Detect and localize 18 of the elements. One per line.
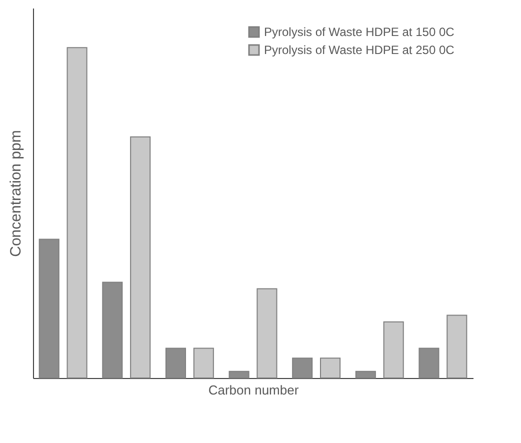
legend-label: Pyrolysis of Waste HDPE at 150 0C — [264, 25, 455, 39]
bar — [193, 348, 214, 378]
bar — [355, 370, 376, 378]
y-axis-title: Concentration ppm — [8, 130, 24, 257]
bar — [256, 288, 278, 378]
legend-label: Pyrolysis of Waste HDPE at 250 0C — [264, 43, 455, 57]
bar — [66, 47, 88, 378]
bar — [228, 370, 250, 378]
bar — [102, 282, 123, 378]
bar — [418, 348, 440, 378]
bar — [130, 136, 151, 378]
bar — [165, 348, 186, 378]
bar — [383, 321, 404, 378]
x-axis-title: Carbon number — [208, 382, 300, 398]
bar — [446, 314, 468, 378]
bar — [38, 238, 60, 378]
bar — [292, 358, 313, 378]
bar — [320, 358, 341, 378]
